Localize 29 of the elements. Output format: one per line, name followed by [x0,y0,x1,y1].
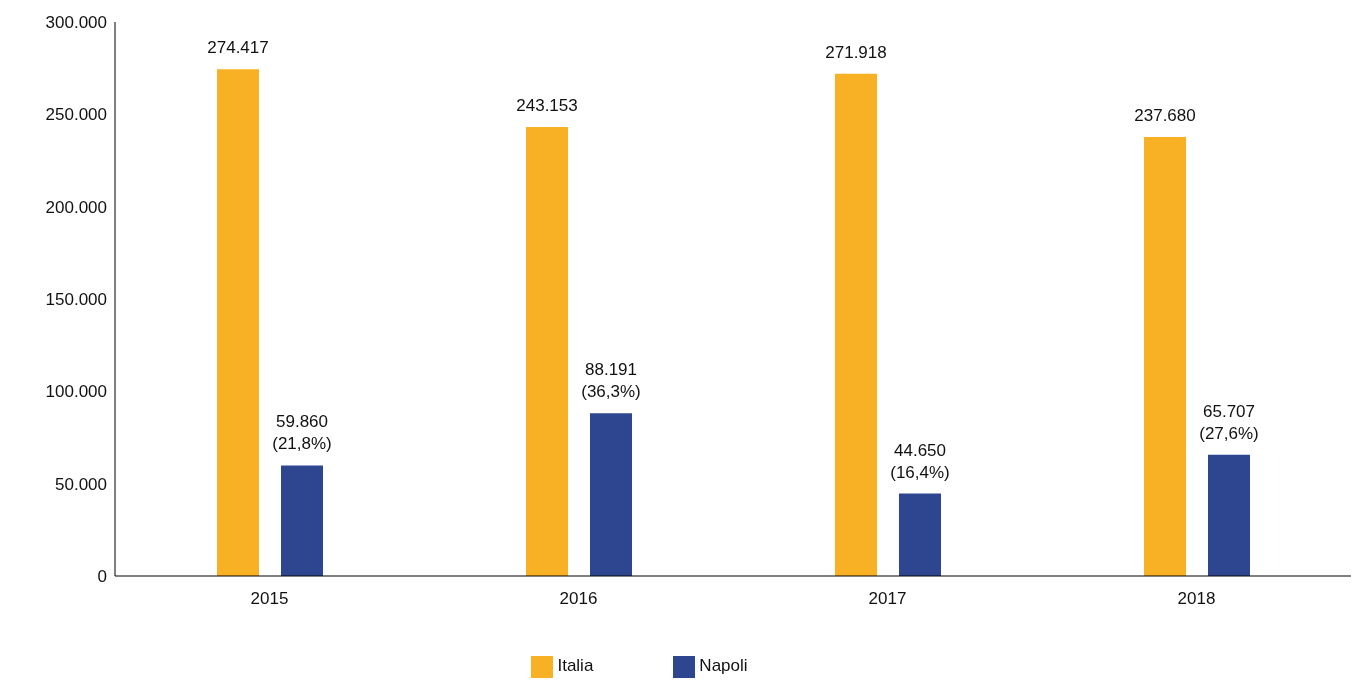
bar [1144,137,1186,576]
bar [1208,454,1250,576]
data-label: 59.860 (21,8%) [272,412,332,454]
data-label: 44.650 (16,4%) [890,440,950,482]
data-label: 243.153 [516,95,578,115]
y-tick-label: 0 [97,567,107,587]
x-tick-label: 2016 [559,589,598,609]
data-label: 271.918 [825,42,887,62]
bar [590,413,632,576]
y-tick-label: 300.000 [45,13,107,33]
x-tick-label: 2018 [1177,589,1216,609]
data-label: 237.680 [1134,106,1196,126]
x-tick-label: 2017 [868,589,907,609]
y-tick-label: 50.000 [55,474,107,494]
bar [526,126,568,576]
data-label: 88.191 (36,3%) [581,360,641,402]
bar [217,69,259,576]
legend-label: Napoli [699,656,748,676]
x-tick-label: 2015 [250,589,289,609]
y-tick-label: 250.000 [45,105,107,125]
y-tick-label: 100.000 [45,382,107,402]
bar [899,493,941,576]
legend-label: Italia [557,656,594,676]
data-label: 274.417 [207,38,269,58]
y-tick-label: 150.000 [45,290,107,310]
bar [835,73,877,576]
y-tick-label: 200.000 [45,197,107,217]
bar [281,465,323,576]
data-label: 65.707 (27,6%) [1199,401,1259,443]
